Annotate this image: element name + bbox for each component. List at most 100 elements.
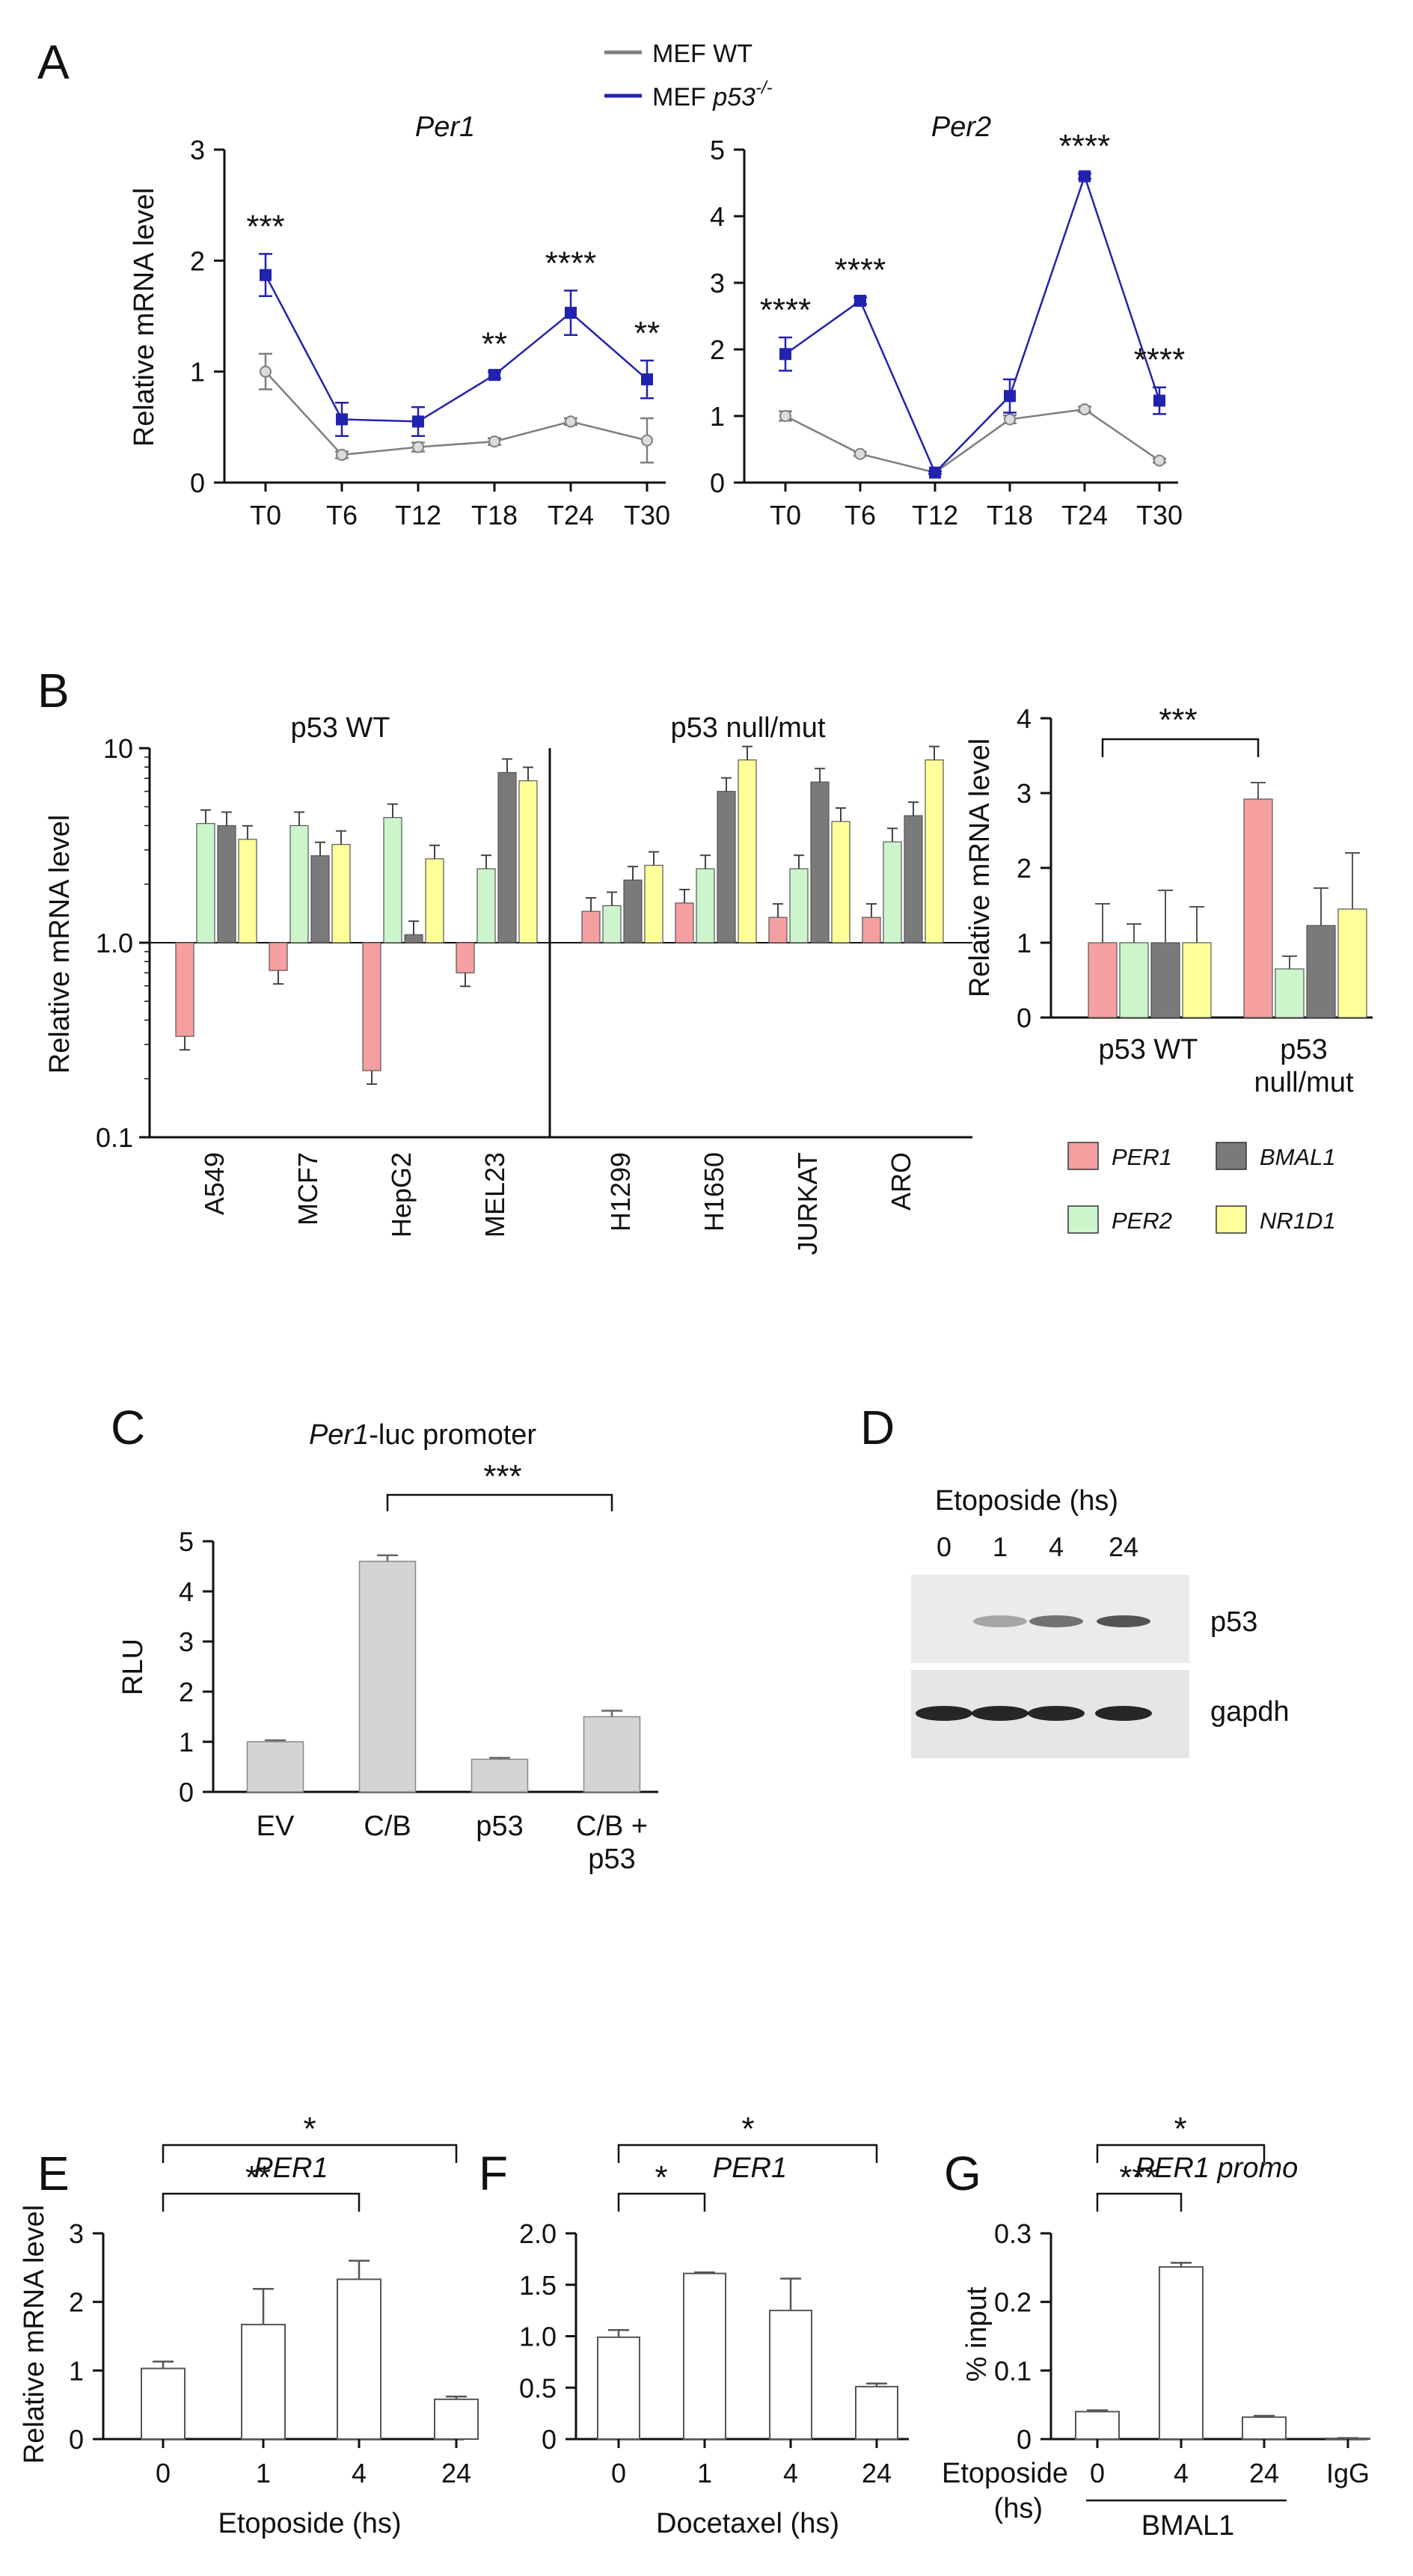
chart-b-cells-category-label: A549 [199,1152,230,1215]
chart-e-y-tick-label: 1 [69,2355,84,2386]
chart-b-cells-bar-per1 [269,942,288,971]
chart-b-summary-significance: *** [1159,702,1197,738]
chart-b-cells-bar-nr1d1 [331,844,351,943]
legend-per1-swatch [1067,1142,1099,1170]
chart-e-bar [337,2278,381,2441]
chart-a-per1-y-tick-label: 1 [190,357,205,388]
chart-a-per1-point-wt [641,434,653,447]
chart-b-cells-bar-per1 [581,911,601,943]
chart-a-per2-point-wt [779,410,791,422]
chart-b-summary-y-tick-label: 3 [1017,778,1032,809]
chart-a-per2-significance: **** [1134,342,1186,379]
legend-per2-label: PER2 [1112,1208,1172,1234]
chart-a-per2-y-tick-label: 2 [710,334,725,365]
legend-per1-label: PER1 [1112,1144,1172,1170]
chart-a-per2-point-wt [1079,403,1091,416]
chart-a-per2-significance: **** [835,252,886,289]
chart-b-cells-bar-per2 [602,905,622,943]
chart-b-cells-category-label: H1650 [699,1152,729,1232]
chart-b-cells-bar-per1 [362,942,381,1071]
chart-g-bar [1242,2416,1287,2441]
chart-g-row-label: Etoposide [942,2458,1068,2489]
chart-b-cells-bar-per2 [383,817,402,943]
chart-f-y-tick-label: 1.5 [519,2270,557,2301]
chart-b-cells-group-title: p53 WT [290,712,390,744]
chart-a-per1-y-tick-label: 0 [190,468,205,498]
chart-b-summary-ylabel: Relative mRNA level [964,738,996,997]
blot-d-row-label: p53 [1210,1606,1257,1638]
blot-d-lane-label: 4 [1049,1532,1064,1562]
chart-b-cells-bar-per2 [476,868,496,943]
chart-a-per2-point-ko [929,466,941,479]
chart-a-per1-point-wt [412,441,424,453]
chart-c-ylabel: RLU [117,1639,149,1695]
chart-c-bar [358,1561,417,1793]
chart-e-significance-bracket [162,2192,361,2212]
chart-e-xlabel: Etoposide (hs) [218,2508,401,2539]
chart-g-ylabel: % input [961,2286,993,2381]
chart-a-per1-significance: *** [246,208,284,245]
panel-label-D: D [860,1401,895,1454]
blot-d-lane-label: 0 [937,1532,951,1562]
chart-a-per2-line-ko [785,173,1161,474]
chart-b-cells-category-label: JURKAT [792,1152,823,1255]
chart-b-cells-bar-bmal1 [810,781,830,943]
chart-a-per1-x-tick-label: T18 [471,500,518,530]
chart-b-cells-bar-nr1d1 [425,858,444,943]
chart-f-title: PER1 [713,2153,787,2184]
chart-b-cells-y-tick-label: 1.0 [96,928,133,958]
chart-g-significance-bracket-wide [1096,2144,1266,2163]
chart-b-summary-y-tick-label: 1 [1017,928,1032,958]
blot-d-row-label: gapdh [1210,1696,1290,1728]
chart-a-per1-x-tick-label: T30 [624,500,670,530]
chart-a-per1-point-wt [565,415,577,428]
blot-d-lane-label: 1 [993,1532,1008,1562]
chart-b-summary-bar-nr1d1 [1182,942,1212,1018]
chart-f-y-tick-label: 2.0 [519,2218,557,2249]
chart-a-per1-line-wt [265,370,648,456]
blot-d-band-gapdh [972,1706,1029,1721]
chart-f-bar [769,2310,812,2440]
blot-d-band-gapdh [916,1706,972,1721]
chart-a-per1-point-ko [488,369,500,382]
chart-g-category-label: 0 [1090,2458,1105,2488]
chart-b-summary-bar-bmal1 [1150,942,1180,1018]
chart-b-cells-y-tick-label: 10 [103,733,133,764]
chart-f-category-label: 0 [611,2458,626,2488]
chart-f-y-tick-label: 0.5 [519,2372,557,2403]
chart-c-y-tick-label: 4 [179,1576,194,1607]
chart-a-per2-point-wt [1153,454,1165,467]
chart-g-y-tick-label: 0.2 [994,2287,1032,2318]
panel-label-F: F [479,2147,508,2200]
chart-f-xlabel: Docetaxel (hs) [656,2508,839,2539]
chart-f-bar [855,2385,898,2440]
chart-b-cells-bar-per1 [175,942,194,1037]
chart-b-summary-bar-bmal1 [1306,925,1336,1018]
chart-e-y-tick-label: 0 [69,2424,84,2455]
chart-a-per1-x-tick-label: T6 [326,500,358,530]
chart-g-y-tick-label: 0 [1017,2424,1032,2455]
chart-a-per2-point-wt [854,447,866,460]
chart-g-category-label: 24 [1249,2458,1279,2488]
chart-c-title: Per1-luc promoter [309,1419,536,1451]
chart-e-significance-bracket-wide [162,2144,458,2163]
chart-b-cells-y-tick-label: 0.1 [96,1122,133,1153]
chart-c-category-label: C/B [364,1811,411,1842]
blot-d-title: Etoposide (hs) [935,1485,1118,1517]
chart-f-bar [683,2272,726,2440]
chart-e-significance: * [303,2111,316,2147]
chart-f-bar [597,2336,640,2440]
chart-e-y-tick-label: 3 [69,2218,84,2249]
chart-b-cells-bar-bmal1 [310,855,330,943]
chart-b-cells-category-label: H1299 [605,1152,636,1232]
chart-b-cells-bar-per1 [768,917,788,943]
blot-d-band-p53 [1097,1615,1150,1627]
chart-b-cells-group-title: p53 null/mut [670,712,825,744]
blot-d-band-p53 [973,1615,1027,1627]
chart-b-cells-bar-bmal1 [904,815,923,943]
chart-g-significance: * [1174,2111,1186,2147]
chart-b-cells-bar-nr1d1 [738,759,757,943]
chart-g-significance-bracket [1096,2192,1183,2212]
chart-a-per2-significance: **** [1059,128,1111,165]
